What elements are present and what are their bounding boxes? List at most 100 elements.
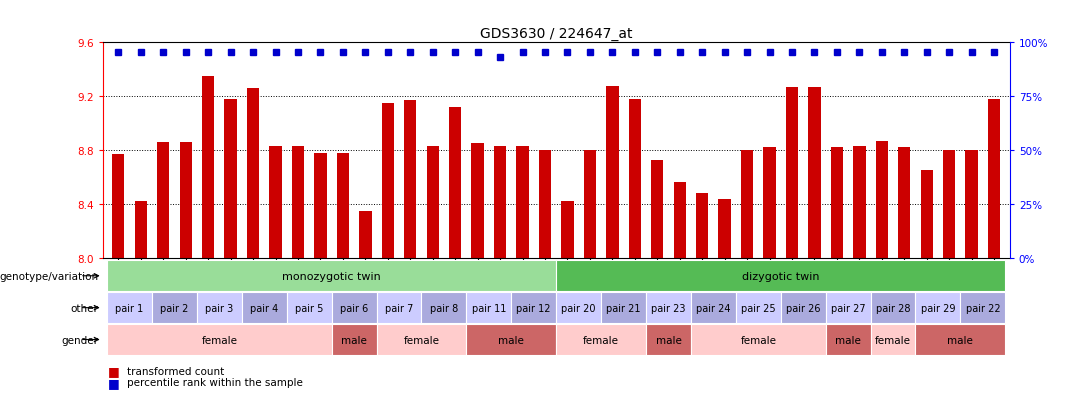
Bar — [988, 100, 1000, 258]
Bar — [332, 293, 377, 323]
Text: pair 28: pair 28 — [876, 303, 910, 313]
Text: pair 23: pair 23 — [651, 303, 686, 313]
Bar — [427, 147, 438, 258]
Bar — [286, 293, 332, 323]
Bar — [826, 325, 870, 355]
Bar — [467, 293, 511, 323]
Bar — [831, 148, 843, 258]
Text: pair 12: pair 12 — [516, 303, 551, 313]
Bar — [870, 325, 916, 355]
Text: pair 22: pair 22 — [966, 303, 1000, 313]
Bar — [179, 143, 192, 258]
Bar — [112, 155, 124, 258]
Bar — [107, 261, 556, 291]
Bar — [242, 293, 286, 323]
Bar — [646, 293, 691, 323]
Bar — [247, 89, 259, 258]
Bar — [786, 88, 798, 258]
Bar — [853, 147, 865, 258]
Bar — [157, 143, 170, 258]
Text: other: other — [70, 303, 98, 313]
Bar — [292, 147, 305, 258]
Bar — [646, 325, 691, 355]
Bar — [920, 171, 933, 258]
Bar — [360, 211, 372, 258]
Bar — [377, 293, 421, 323]
Bar — [556, 293, 602, 323]
Bar — [583, 151, 596, 258]
Bar — [449, 108, 461, 258]
Bar — [107, 293, 152, 323]
Bar — [943, 151, 956, 258]
Bar — [691, 325, 826, 355]
Text: dizygotic twin: dizygotic twin — [742, 271, 820, 281]
Bar — [966, 151, 977, 258]
Text: genotype/variation: genotype/variation — [0, 271, 98, 281]
Bar — [781, 293, 826, 323]
Bar — [337, 154, 349, 258]
Bar — [870, 293, 916, 323]
Bar — [960, 293, 1005, 323]
Bar — [691, 293, 735, 323]
Text: pair 11: pair 11 — [472, 303, 507, 313]
Text: female: female — [875, 335, 912, 345]
Bar — [826, 293, 870, 323]
Text: male: male — [835, 335, 861, 345]
Text: pair 4: pair 4 — [251, 303, 279, 313]
Bar — [602, 293, 646, 323]
Bar — [696, 194, 708, 258]
Bar — [606, 86, 619, 258]
Bar — [674, 183, 686, 258]
Text: ■: ■ — [108, 364, 120, 377]
Text: pair 6: pair 6 — [340, 303, 368, 313]
Bar — [916, 325, 1005, 355]
Text: male: male — [947, 335, 973, 345]
Bar — [511, 293, 556, 323]
Bar — [197, 293, 242, 323]
Bar — [225, 100, 237, 258]
Text: pair 7: pair 7 — [384, 303, 414, 313]
Bar — [556, 261, 1005, 291]
Bar — [494, 147, 507, 258]
Bar — [651, 160, 663, 258]
Text: pair 2: pair 2 — [160, 303, 189, 313]
Bar — [808, 88, 821, 258]
Bar — [916, 293, 960, 323]
Text: male: male — [498, 335, 524, 345]
Text: monozygotic twin: monozygotic twin — [282, 271, 381, 281]
Bar — [516, 147, 529, 258]
Text: percentile rank within the sample: percentile rank within the sample — [127, 377, 303, 387]
Bar — [269, 147, 282, 258]
Bar — [404, 101, 417, 258]
Text: pair 24: pair 24 — [697, 303, 731, 313]
Text: gender: gender — [62, 335, 98, 345]
Bar — [629, 100, 640, 258]
Text: pair 5: pair 5 — [295, 303, 323, 313]
Text: male: male — [656, 335, 681, 345]
Title: GDS3630 / 224647_at: GDS3630 / 224647_at — [480, 27, 633, 41]
Bar — [539, 151, 551, 258]
Bar — [899, 148, 910, 258]
Bar — [741, 151, 753, 258]
Text: pair 8: pair 8 — [430, 303, 458, 313]
Text: ■: ■ — [108, 376, 120, 389]
Text: female: female — [404, 335, 440, 345]
Text: pair 27: pair 27 — [831, 303, 865, 313]
Bar — [876, 141, 888, 258]
Bar — [381, 104, 394, 258]
Text: transformed count: transformed count — [127, 366, 225, 376]
Bar — [735, 293, 781, 323]
Text: pair 3: pair 3 — [205, 303, 233, 313]
Bar — [472, 144, 484, 258]
Bar — [152, 293, 197, 323]
Bar — [556, 325, 646, 355]
Text: pair 29: pair 29 — [920, 303, 955, 313]
Bar — [107, 325, 332, 355]
Bar — [314, 154, 326, 258]
Bar — [377, 325, 467, 355]
Bar — [135, 202, 147, 258]
Bar — [467, 325, 556, 355]
Text: female: female — [201, 335, 238, 345]
Bar — [202, 77, 214, 258]
Bar — [764, 148, 775, 258]
